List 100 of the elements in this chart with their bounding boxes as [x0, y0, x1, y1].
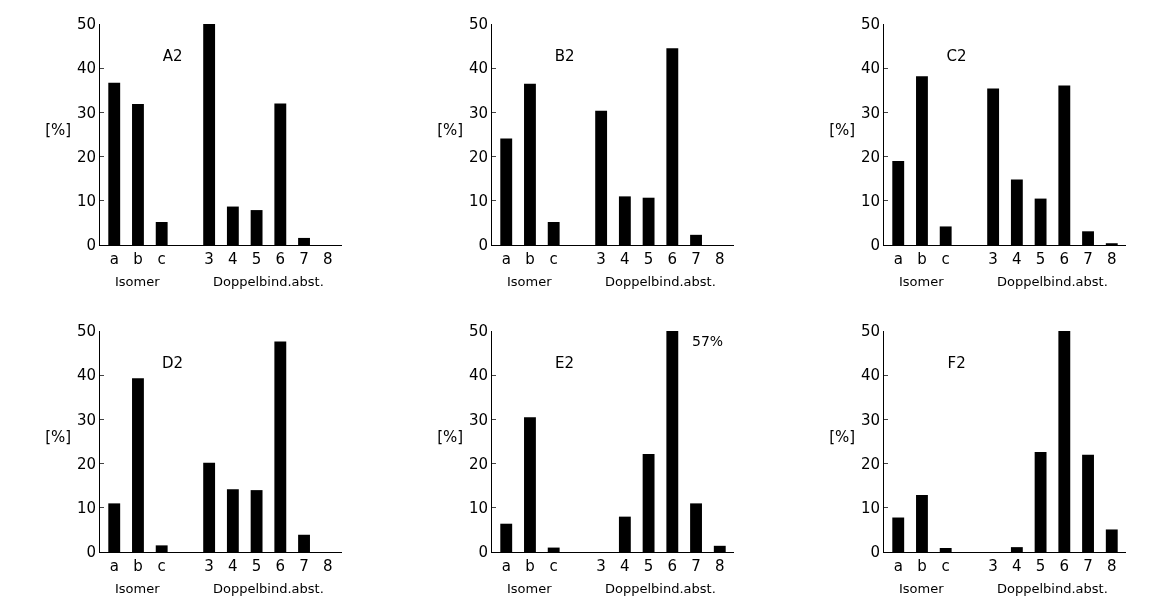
y-axis-title: [%]	[829, 120, 856, 139]
text: Doppelbind.abst.	[213, 581, 324, 596]
y-axis-title: [%]	[437, 427, 464, 446]
x-tick-label: 6	[667, 557, 678, 575]
y-tick-label: 30	[76, 410, 96, 429]
y-axis-title: [%]	[829, 427, 856, 446]
y-tick-label: 0	[870, 543, 880, 562]
x-tick-label: b	[917, 250, 927, 268]
y-tick-label: 40	[468, 366, 488, 385]
x-tick-label: 4	[228, 250, 238, 268]
y-tick-label: 20	[76, 454, 96, 473]
y-tick-label: 20	[468, 147, 488, 166]
text: Doppelbind.abst.	[605, 274, 716, 289]
x-tick-label: 8	[322, 250, 333, 268]
y-tick-label: 10	[76, 499, 96, 518]
y-tick-label: 30	[860, 103, 880, 122]
x-tick-label: 4	[1012, 250, 1022, 268]
x-tick-label: c	[549, 557, 558, 575]
y-tick-label: 0	[478, 236, 488, 255]
text: Isomer	[507, 581, 553, 596]
x-tick-label: 4	[1012, 557, 1022, 575]
x-tick-label: 6	[1059, 557, 1070, 575]
x-tick-label: a	[109, 557, 119, 575]
x-tick-label: c	[157, 557, 166, 575]
x-tick-label: 7	[299, 557, 309, 575]
x-tick-label: 6	[1059, 250, 1070, 268]
y-tick-label: 20	[860, 454, 880, 473]
text: Doppelbind.abst.	[997, 274, 1108, 289]
y-tick-label: 10	[468, 499, 488, 518]
annotation: 57%	[692, 333, 724, 349]
x-tick-label: 7	[299, 250, 309, 268]
x-tick-label: b	[525, 250, 535, 268]
x-tick-label: b	[133, 250, 143, 268]
y-tick-label: 10	[860, 499, 880, 518]
text: Isomer	[899, 581, 945, 596]
x-tick-label: a	[501, 557, 511, 575]
y-tick-label: 40	[860, 366, 880, 385]
y-axis-title: [%]	[45, 120, 72, 139]
y-tick-label: 50	[468, 322, 488, 341]
x-tick-label: a	[893, 250, 903, 268]
x-tick-label: b	[917, 557, 927, 575]
y-tick-label: 10	[76, 192, 96, 211]
x-tick-label: 3	[988, 250, 998, 268]
x-tick-label: a	[893, 557, 903, 575]
x-tick-label: a	[109, 250, 119, 268]
text: Isomer	[115, 274, 161, 289]
x-tick-label: 5	[1035, 557, 1046, 575]
x-tick-label: 8	[714, 557, 725, 575]
y-tick-label: 0	[478, 543, 488, 562]
y-tick-label: 10	[860, 192, 880, 211]
text: E2	[555, 354, 575, 373]
x-tick-label: 4	[620, 250, 630, 268]
x-tick-label: 3	[988, 557, 998, 575]
y-tick-label: 50	[468, 15, 488, 34]
y-tick-label: 50	[860, 322, 880, 341]
y-tick-label: 0	[870, 236, 880, 255]
text: B2	[554, 47, 575, 66]
x-tick-label: 7	[691, 557, 701, 575]
x-tick-label: 5	[643, 557, 654, 575]
text: Isomer	[507, 274, 553, 289]
text: Doppelbind.abst.	[605, 581, 716, 596]
y-tick-label: 50	[76, 322, 96, 341]
text: A2	[162, 47, 183, 66]
y-tick-label: 0	[86, 543, 96, 562]
text: Doppelbind.abst.	[213, 274, 324, 289]
y-tick-label: 40	[76, 59, 96, 78]
x-tick-label: 6	[275, 557, 286, 575]
y-axis-title: [%]	[437, 120, 464, 139]
y-tick-label: 40	[76, 366, 96, 385]
text: D2	[162, 354, 184, 373]
y-tick-label: 50	[860, 15, 880, 34]
x-tick-label: 7	[1083, 250, 1093, 268]
y-tick-label: 30	[860, 410, 880, 429]
x-tick-label: 5	[251, 557, 262, 575]
y-tick-label: 40	[860, 59, 880, 78]
text: Isomer	[115, 581, 161, 596]
text: Doppelbind.abst.	[997, 581, 1108, 596]
x-tick-label: 6	[667, 250, 678, 268]
y-tick-label: 30	[468, 410, 488, 429]
text: F2	[947, 354, 966, 373]
y-tick-label: 40	[468, 59, 488, 78]
y-axis-title: [%]	[45, 427, 72, 446]
y-tick-label: 30	[76, 103, 96, 122]
x-tick-label: 3	[596, 557, 606, 575]
x-tick-label: a	[501, 250, 511, 268]
x-tick-label: c	[549, 250, 558, 268]
x-tick-label: 4	[228, 557, 238, 575]
y-tick-label: 20	[860, 147, 880, 166]
y-tick-label: 50	[76, 15, 96, 34]
y-tick-label: 20	[76, 147, 96, 166]
x-tick-label: 8	[322, 557, 333, 575]
x-tick-label: b	[525, 557, 535, 575]
y-tick-label: 10	[468, 192, 488, 211]
x-tick-label: 3	[204, 250, 214, 268]
text: C2	[946, 47, 967, 66]
x-tick-label: 5	[643, 250, 654, 268]
y-tick-label: 30	[468, 103, 488, 122]
y-tick-label: 20	[468, 454, 488, 473]
x-tick-label: 5	[251, 250, 262, 268]
x-tick-label: c	[941, 250, 950, 268]
